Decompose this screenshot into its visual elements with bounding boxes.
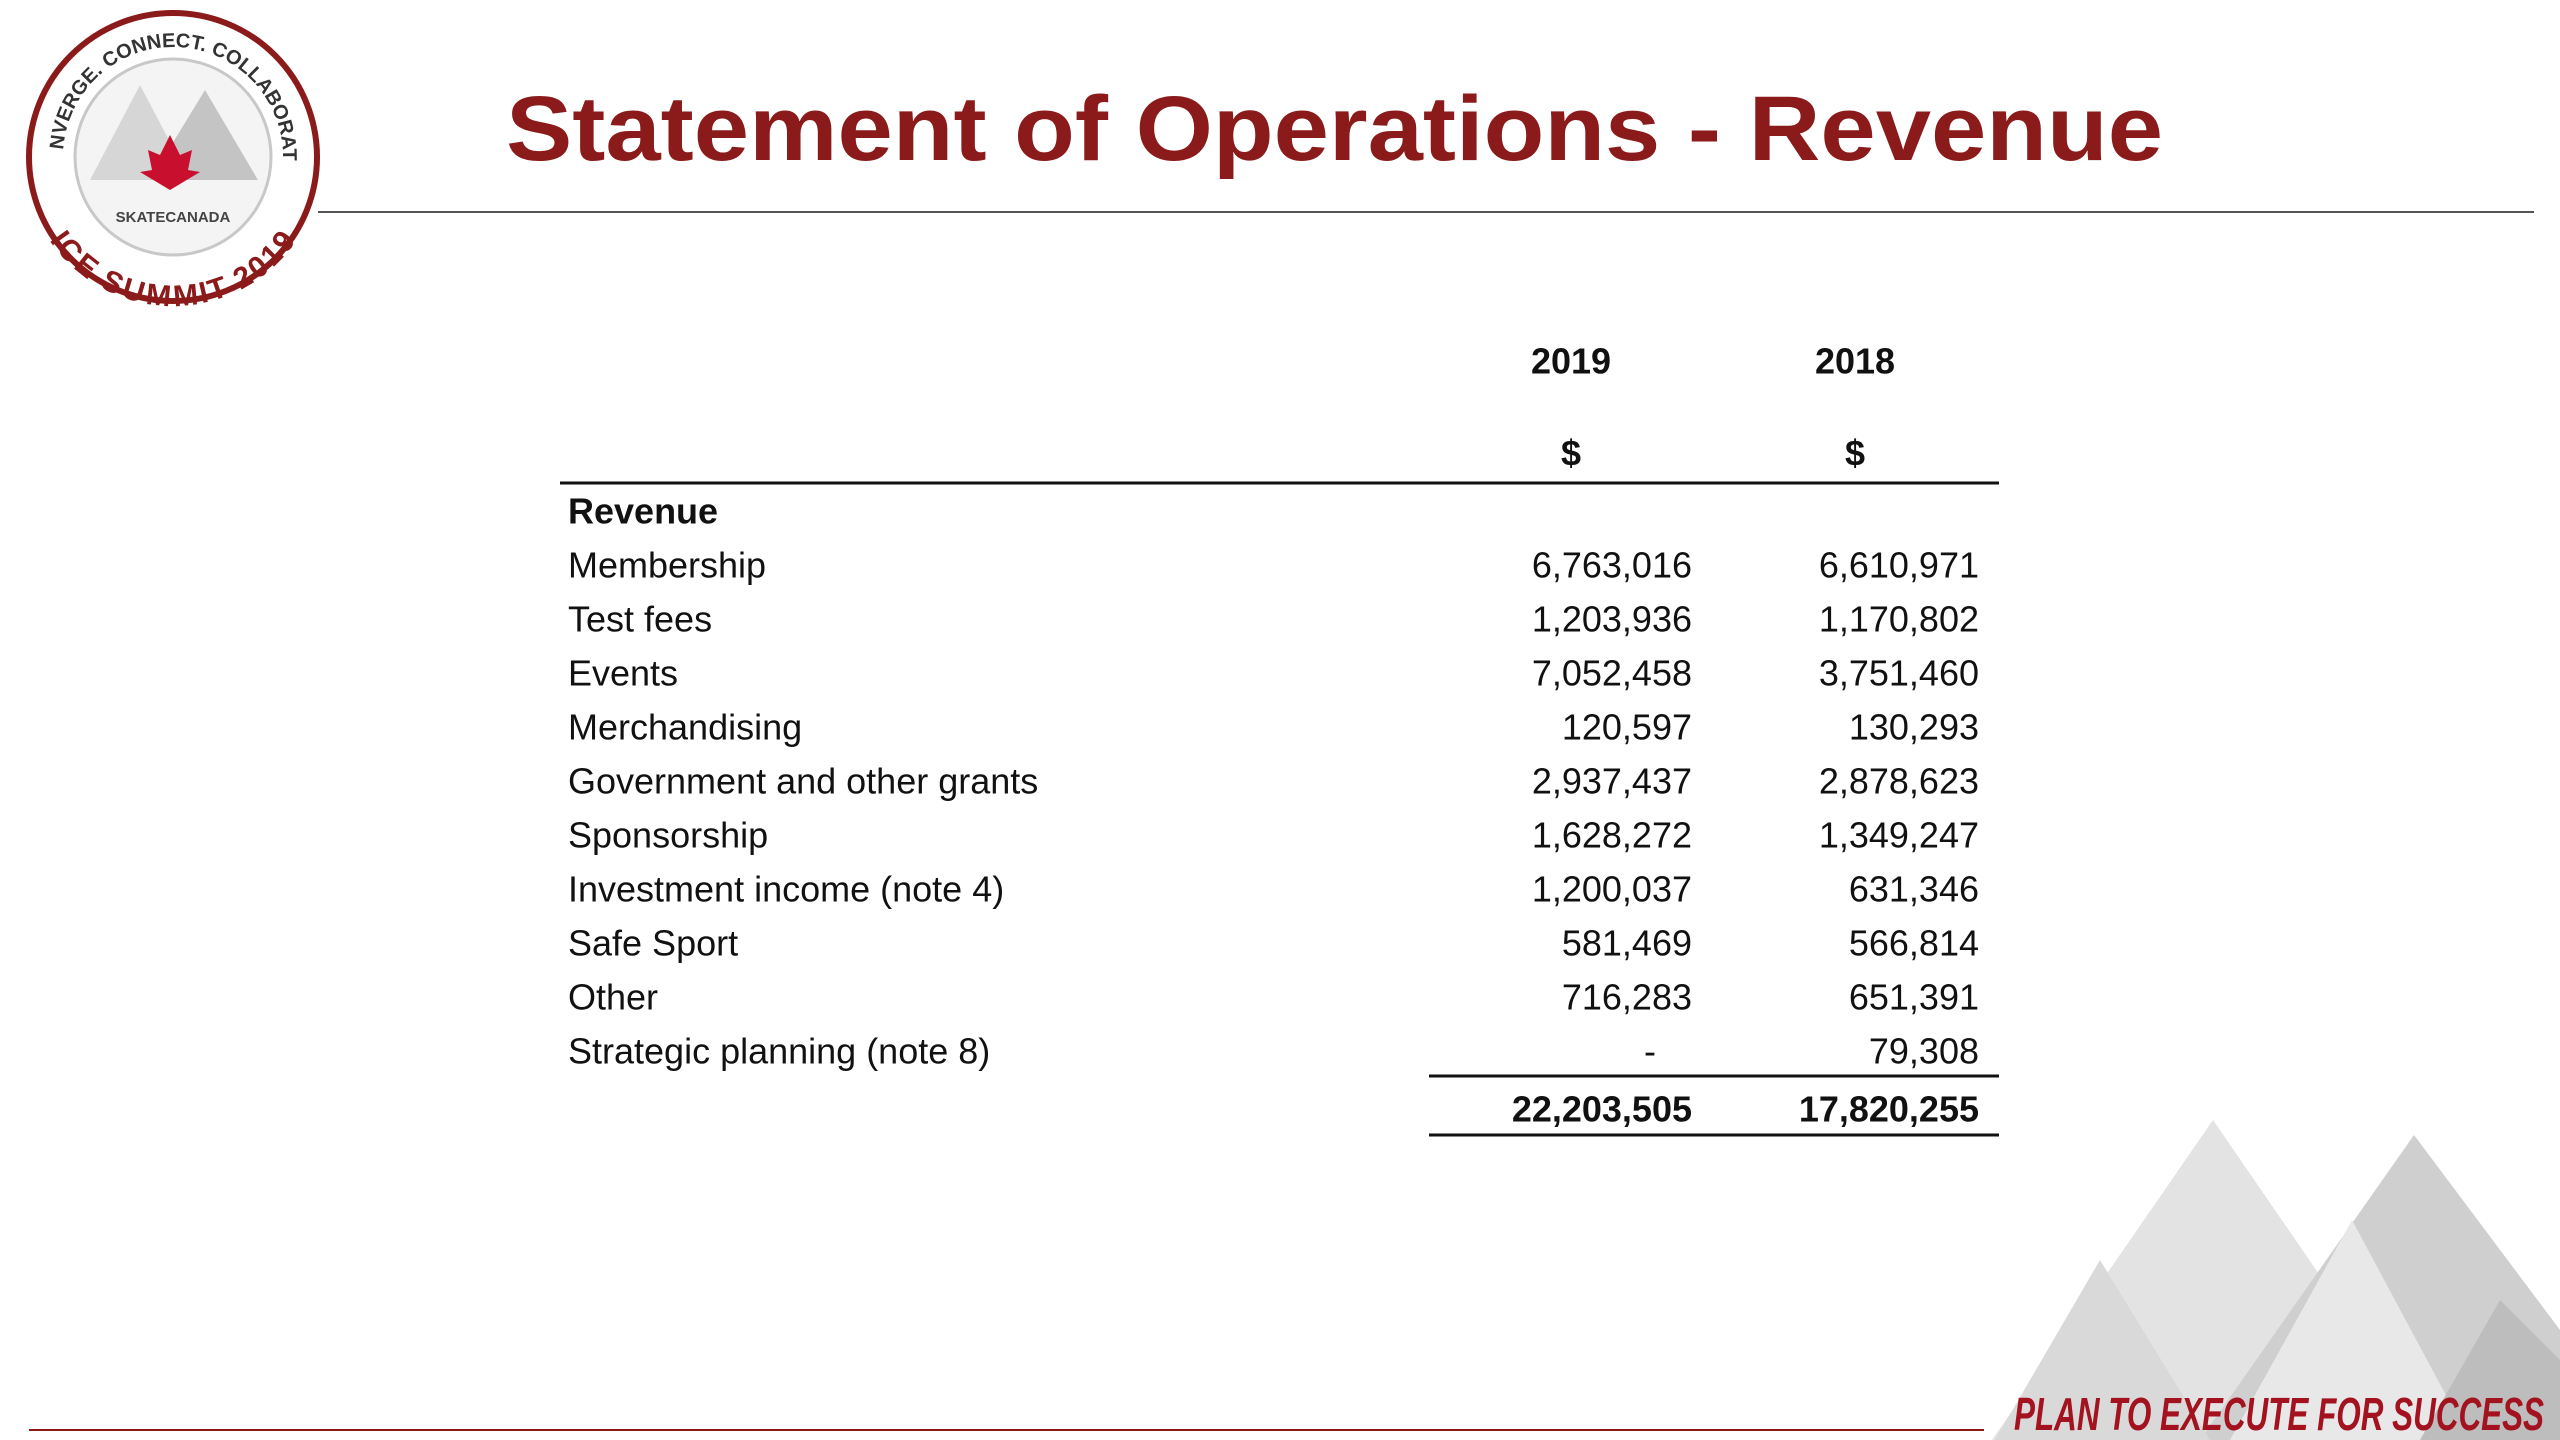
row-label: Investment income (note 4) xyxy=(568,869,1004,910)
logo-brand: SKATECANADA xyxy=(116,209,231,226)
row-value: 2,937,437 xyxy=(1532,761,1692,802)
row-label: Membership xyxy=(568,545,766,586)
total-value: 17,820,255 xyxy=(1799,1089,1979,1130)
total-value: 22,203,505 xyxy=(1512,1089,1692,1130)
column-unit: $ xyxy=(1845,433,1865,474)
slide-title: Statement of Operations - Revenue xyxy=(506,78,2163,180)
mountain xyxy=(1995,1260,2210,1440)
row-value: 1,200,037 xyxy=(1532,869,1692,910)
logo-leaf xyxy=(140,135,200,190)
row-label: Events xyxy=(568,653,678,694)
mountain xyxy=(2420,1300,2560,1440)
mountains xyxy=(1992,1120,2560,1440)
row-value: 120,597 xyxy=(1562,707,1692,748)
row-value: 1,170,802 xyxy=(1819,599,1979,640)
row-value: 1,203,936 xyxy=(1532,599,1692,640)
row-label: Merchandising xyxy=(568,707,802,748)
footer-tagline: PLAN TO EXECUTE FOR SUCCESS xyxy=(2014,1388,2544,1440)
row-label: Test fees xyxy=(568,599,712,640)
section-label: Revenue xyxy=(568,491,718,532)
row-value: 1,349,247 xyxy=(1819,815,1979,856)
row-label: Safe Sport xyxy=(568,923,738,964)
revenue-table: 2019 $2018 $ Revenue Membership 6,763,016 6,61… xyxy=(560,341,1999,1137)
row-value: 2,878,623 xyxy=(1819,761,1979,802)
row-value: 79,308 xyxy=(1869,1031,1979,1072)
column-header: 2019 xyxy=(1531,341,1611,382)
row-value: 6,763,016 xyxy=(1532,545,1692,586)
row-value: 716,283 xyxy=(1562,977,1692,1018)
column-header: 2018 xyxy=(1815,341,1895,382)
row-value: 130,293 xyxy=(1849,707,1979,748)
row-label: Government and other grants xyxy=(568,761,1038,802)
row-label: Sponsorship xyxy=(568,815,768,856)
logo: SKATECANADA CONVERGE. CONNECT. COLLABORA… xyxy=(0,0,320,313)
row-label: Strategic planning (note 8) xyxy=(568,1031,990,1072)
row-value: 581,469 xyxy=(1562,923,1692,964)
row-value: 1,628,272 xyxy=(1532,815,1692,856)
row-value: 631,346 xyxy=(1849,869,1979,910)
row-label: Other xyxy=(568,977,658,1018)
row-value: 566,814 xyxy=(1849,923,1979,964)
row-value: 3,751,460 xyxy=(1819,653,1979,694)
column-unit: $ xyxy=(1561,433,1581,474)
mountain xyxy=(2230,1220,2470,1440)
row-value: - xyxy=(1644,1031,1656,1072)
row-value: 651,391 xyxy=(1849,977,1979,1018)
row-value: 7,052,458 xyxy=(1532,653,1692,694)
row-value: 6,610,971 xyxy=(1819,545,1979,586)
